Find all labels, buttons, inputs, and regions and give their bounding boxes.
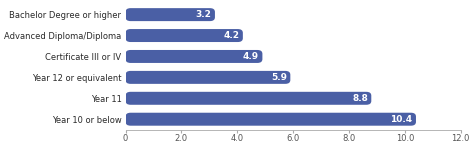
FancyBboxPatch shape <box>126 29 243 42</box>
FancyBboxPatch shape <box>126 8 215 21</box>
FancyBboxPatch shape <box>126 71 290 84</box>
Text: 4.9: 4.9 <box>243 52 259 61</box>
FancyBboxPatch shape <box>126 113 416 126</box>
FancyBboxPatch shape <box>126 50 263 63</box>
Text: 8.8: 8.8 <box>352 94 368 103</box>
FancyBboxPatch shape <box>126 92 371 105</box>
Text: 5.9: 5.9 <box>271 73 287 82</box>
Text: 4.2: 4.2 <box>224 31 239 40</box>
Text: 10.4: 10.4 <box>391 115 413 124</box>
Text: 3.2: 3.2 <box>196 10 211 19</box>
